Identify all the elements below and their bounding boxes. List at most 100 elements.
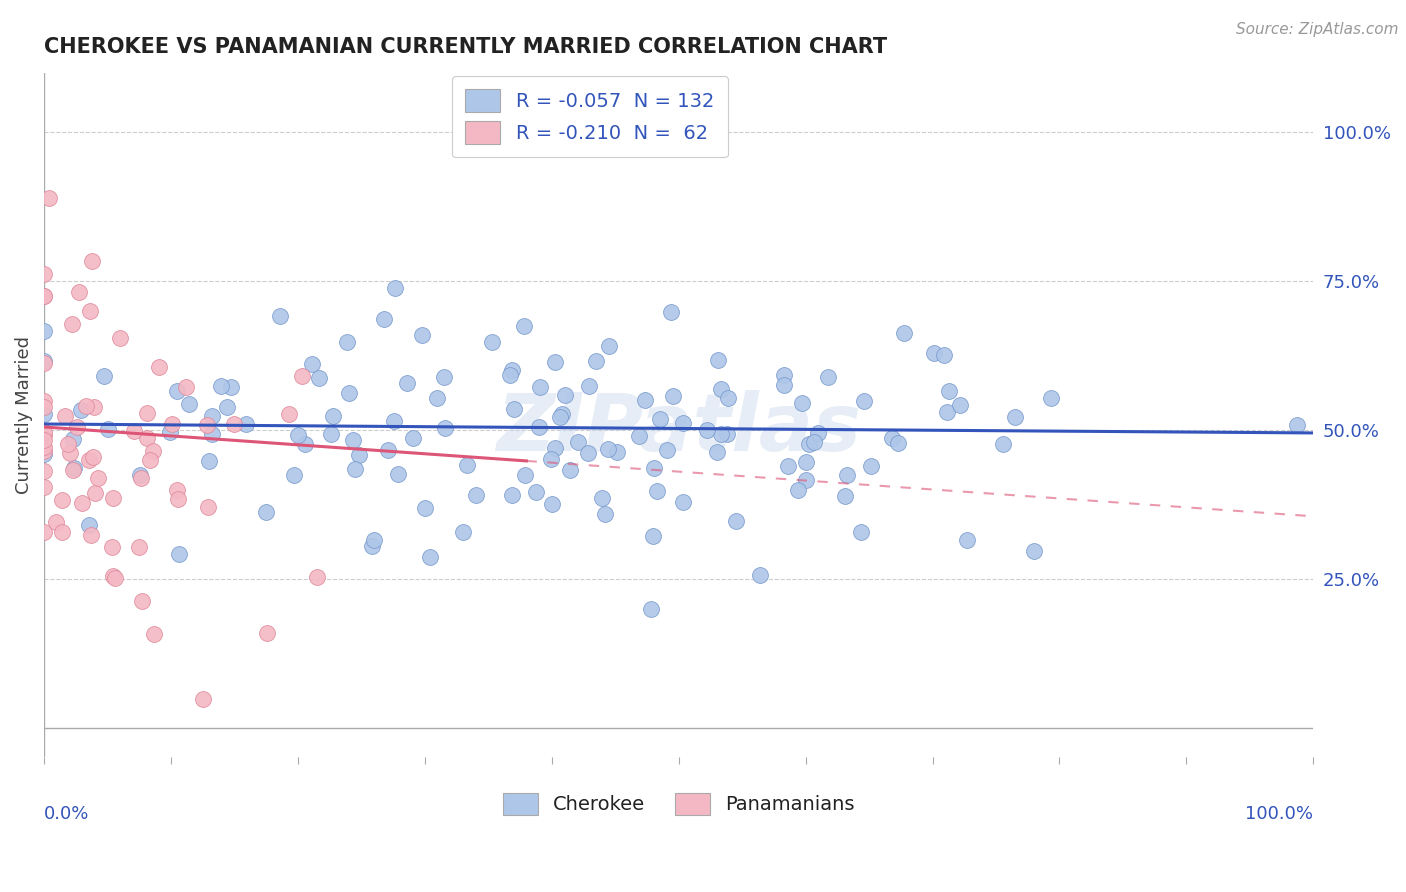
Point	[142, 627, 165, 641]
Text: Source: ZipAtlas.com: Source: ZipAtlas.com	[1236, 22, 1399, 37]
Point	[773, 368, 796, 382]
Point	[1286, 418, 1309, 433]
Point	[32, 289, 55, 303]
Point	[592, 491, 614, 505]
Point	[794, 455, 817, 469]
Point	[851, 524, 873, 539]
Text: 100.0%: 100.0%	[1246, 805, 1313, 823]
Point	[139, 452, 162, 467]
Point	[893, 326, 915, 340]
Point	[197, 500, 219, 514]
Point	[45, 515, 67, 529]
Point	[287, 427, 309, 442]
Point	[129, 470, 152, 484]
Point	[191, 691, 214, 706]
Point	[606, 445, 628, 459]
Point	[308, 371, 330, 385]
Point	[672, 416, 695, 430]
Point	[527, 420, 550, 434]
Point	[69, 403, 91, 417]
Point	[384, 281, 406, 295]
Point	[166, 483, 188, 498]
Point	[541, 497, 564, 511]
Point	[128, 541, 150, 555]
Point	[456, 458, 478, 472]
Point	[108, 331, 131, 345]
Point	[322, 409, 344, 423]
Point	[554, 388, 576, 402]
Point	[817, 370, 839, 384]
Point	[148, 360, 170, 375]
Point	[787, 483, 810, 498]
Point	[578, 446, 600, 460]
Point	[197, 454, 219, 468]
Point	[75, 399, 97, 413]
Point	[235, 417, 257, 431]
Point	[347, 449, 370, 463]
Point	[643, 461, 665, 475]
Point	[136, 406, 159, 420]
Point	[645, 483, 668, 498]
Point	[419, 549, 441, 564]
Point	[835, 467, 858, 482]
Point	[1039, 392, 1062, 406]
Point	[169, 547, 191, 561]
Y-axis label: Currently Married: Currently Married	[15, 336, 32, 494]
Text: ZIPatlas: ZIPatlas	[496, 390, 862, 467]
Point	[1004, 409, 1026, 424]
Point	[363, 533, 385, 547]
Point	[177, 397, 200, 411]
Point	[834, 489, 856, 503]
Point	[32, 267, 55, 281]
Point	[79, 518, 101, 533]
Point	[82, 254, 104, 268]
Point	[716, 426, 738, 441]
Point	[938, 384, 960, 398]
Point	[32, 428, 55, 442]
Point	[426, 392, 449, 406]
Point	[433, 370, 456, 384]
Point	[567, 435, 589, 450]
Point	[932, 347, 955, 361]
Point	[159, 425, 181, 439]
Point	[201, 409, 224, 423]
Point	[513, 318, 536, 333]
Point	[166, 384, 188, 399]
Point	[860, 458, 883, 473]
Point	[725, 514, 748, 528]
Point	[662, 389, 685, 403]
Point	[595, 508, 617, 522]
Point	[209, 378, 232, 392]
Point	[548, 409, 571, 424]
Point	[956, 533, 979, 548]
Point	[707, 353, 730, 368]
Point	[62, 433, 84, 447]
Point	[93, 368, 115, 383]
Point	[83, 400, 105, 414]
Point	[84, 485, 107, 500]
Point	[529, 380, 551, 394]
Point	[360, 539, 382, 553]
Point	[278, 407, 301, 421]
Point	[880, 431, 903, 445]
Point	[131, 594, 153, 608]
Point	[433, 421, 456, 435]
Point	[70, 496, 93, 510]
Point	[706, 445, 728, 459]
Point	[32, 289, 55, 303]
Point	[59, 445, 82, 459]
Point	[129, 468, 152, 483]
Point	[62, 318, 84, 332]
Point	[402, 431, 425, 445]
Point	[336, 334, 359, 349]
Point	[717, 392, 740, 406]
Point	[640, 601, 662, 615]
Point	[301, 357, 323, 371]
Point	[256, 626, 278, 640]
Point	[103, 491, 125, 505]
Point	[122, 425, 145, 439]
Point	[657, 442, 679, 457]
Point	[807, 426, 830, 441]
Point	[82, 450, 104, 465]
Point	[648, 412, 671, 426]
